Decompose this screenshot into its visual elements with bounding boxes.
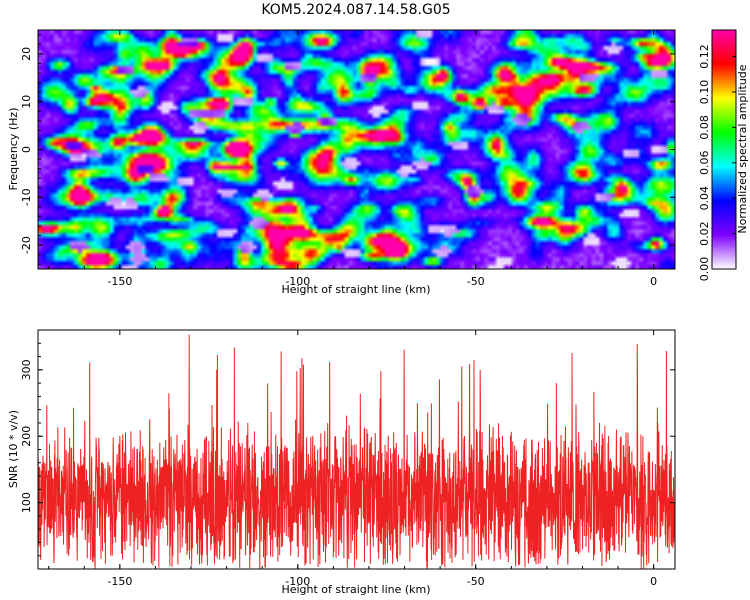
snr-x-axis-label: Height of straight line (km) xyxy=(281,583,430,596)
colorbar-tick-label: 0.02 xyxy=(698,221,711,246)
snr-y-ticks: 100 200 300 xyxy=(20,329,675,570)
colorbar-tick-label: 0.06 xyxy=(698,151,711,176)
spectrogram-x-tick-label: -50 xyxy=(467,275,485,288)
figure-title: KOM5.2024.087.14.58.G05 xyxy=(261,2,450,18)
colorbar-tick-label: 0.00 xyxy=(698,257,711,282)
snr-x-tick-label: -100 xyxy=(285,575,310,588)
snr-y-tick-label: 100 xyxy=(20,492,33,513)
spectrogram-y-tick-label: 10 xyxy=(20,95,33,109)
colorbar-tick-label: 0.10 xyxy=(698,80,711,105)
spectrogram-y-tick-label: 0 xyxy=(20,146,33,153)
spectrogram-y-axis-label: Frequency (Hz) xyxy=(7,108,20,191)
spectrogram-y-tick-label: -10 xyxy=(20,188,33,206)
spectrogram-x-axis-label: Height of straight line (km) xyxy=(281,283,430,296)
colorbar-ticks: 0.00 0.02 0.04 0.06 0.08 0.10 0.12 xyxy=(698,44,736,281)
colorbar-tick-label: 0.08 xyxy=(698,115,711,139)
snr-y-tick-label: 300 xyxy=(20,359,33,380)
snr-panel: -150 -100 -50 0 100 200 300 Height of straigh… xyxy=(7,329,676,596)
colorbar: 0.00 0.02 0.04 0.06 0.08 0.10 0.12 Normalized … xyxy=(698,29,749,281)
colorbar-label: Normalized spectral amplitude xyxy=(736,64,749,233)
snr-y-tick-label: 200 xyxy=(20,426,33,447)
spectrogram-y-tick-label: 20 xyxy=(20,47,33,61)
spectrogram-y-tick-label: -20 xyxy=(20,236,33,254)
snr-x-tick-label: -150 xyxy=(107,575,132,588)
snr-x-tick-label: 0 xyxy=(650,575,657,588)
snr-x-tick-label: -50 xyxy=(467,575,485,588)
snr-series-line xyxy=(37,334,676,570)
colorbar-gradient xyxy=(711,29,737,270)
snr-x-ticks: -150 -100 -50 0 xyxy=(48,330,657,588)
spectrogram-y-ticks: -20 -10 0 10 20 xyxy=(20,34,675,265)
colorbar-tick-label: 0.04 xyxy=(698,186,711,211)
colorbar-tick-label: 0.12 xyxy=(698,44,711,69)
spectrogram-x-tick-label: -100 xyxy=(285,275,310,288)
spectrogram-x-tick-label: -150 xyxy=(107,275,132,288)
spectrogram-x-tick-label: 0 xyxy=(650,275,657,288)
spectrogram-heatmap xyxy=(38,30,675,269)
snr-y-axis-label: SNR (10 * v/v) xyxy=(7,410,20,488)
spectrogram-x-ticks: -150 -100 -50 0 xyxy=(48,30,657,288)
